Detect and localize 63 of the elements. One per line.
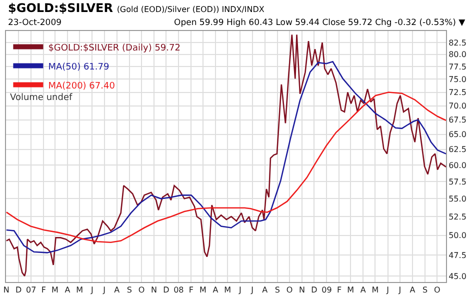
- y-tick-label: 80.0: [448, 50, 466, 60]
- x-tick-label: A: [212, 286, 219, 295]
- x-tick-label: A: [114, 286, 120, 295]
- x-tick-label: M: [76, 286, 84, 295]
- x-tick-label: O: [434, 286, 440, 295]
- line-series: [6, 60, 446, 254]
- y-tick-label: 47.5: [448, 250, 466, 260]
- y-tick-label: 67.5: [448, 116, 466, 125]
- chart-subtitle: (Gold (EOD)/Silver (EOD)) INDX/INDX: [116, 5, 265, 14]
- x-tick-label: J: [386, 286, 389, 295]
- annotation: Volume undef: [10, 93, 73, 103]
- x-tick-label: J: [238, 286, 242, 295]
- x-tick-label: M: [347, 286, 354, 295]
- x-tick-label: J: [398, 286, 402, 295]
- x-tick-label: N: [299, 286, 306, 295]
- x-tick-label: M: [372, 286, 379, 295]
- line-series: [6, 34, 446, 277]
- text: Open 59.99 High 60.43 Low 59.44 Close 59.72 Chg -0.32 (-0.53%) ▼: [174, 18, 466, 28]
- y-tick-label: 77.5: [448, 62, 466, 72]
- x-tick-label: J: [90, 286, 94, 295]
- x-tick-label: N: [151, 286, 158, 295]
- y-tick-label: 52.5: [448, 212, 466, 222]
- y-tick-label: 75.0: [448, 75, 466, 84]
- x-tick-label: S: [422, 286, 428, 295]
- x-tick-label: F: [336, 286, 342, 295]
- y-tick-label: 82.5: [448, 38, 466, 48]
- legend-label: MA(200) 67.40: [48, 81, 116, 92]
- x-tick-label: N: [3, 286, 10, 295]
- x-tick-label: F: [41, 286, 46, 295]
- x-tick-label: 08: [174, 286, 184, 295]
- x-tick-label: F: [188, 286, 194, 295]
- x-tick-label: J: [250, 286, 254, 295]
- x-tick-label: A: [262, 286, 268, 295]
- chart-title: $GOLD:$SILVER: [8, 1, 113, 15]
- x-tick-label: M: [51, 286, 58, 295]
- y-tick-label: 70.0: [448, 102, 466, 111]
- x-tick-label: D: [15, 286, 22, 295]
- y-tick-label: 72.5: [448, 88, 466, 98]
- x-tick-label: M: [199, 286, 206, 295]
- text: 23-Oct-2009: [8, 18, 62, 28]
- line-series: [6, 92, 446, 244]
- x-tick-label: S: [126, 286, 132, 295]
- x-tick-label: 09: [322, 286, 332, 295]
- x-tick-label: O: [286, 286, 293, 295]
- x-tick-label: M: [224, 286, 232, 295]
- x-tick-label: 07: [26, 286, 36, 295]
- y-tick-label: 50.0: [448, 231, 466, 240]
- x-tick-label: S: [274, 286, 280, 295]
- y-tick-label: 45.0: [448, 272, 466, 281]
- x-tick-label: O: [138, 286, 145, 295]
- y-tick-label: 55.0: [448, 194, 466, 204]
- x-tick-label: A: [360, 286, 366, 295]
- y-tick-label: 65.0: [448, 130, 466, 140]
- x-tick-label: A: [64, 286, 71, 295]
- x-tick-label: J: [102, 286, 106, 295]
- legend-label: MA(50) 61.79: [48, 62, 110, 72]
- x-tick-label: D: [311, 286, 318, 295]
- y-tick-label: 57.5: [448, 177, 466, 186]
- x-tick-label: D: [163, 286, 170, 295]
- y-tick-label: 60.0: [448, 160, 466, 170]
- legend-label: $GOLD:$SILVER (Daily) 59.72: [48, 43, 180, 54]
- x-tick-label: A: [410, 286, 416, 295]
- y-tick-label: 62.5: [448, 145, 466, 154]
